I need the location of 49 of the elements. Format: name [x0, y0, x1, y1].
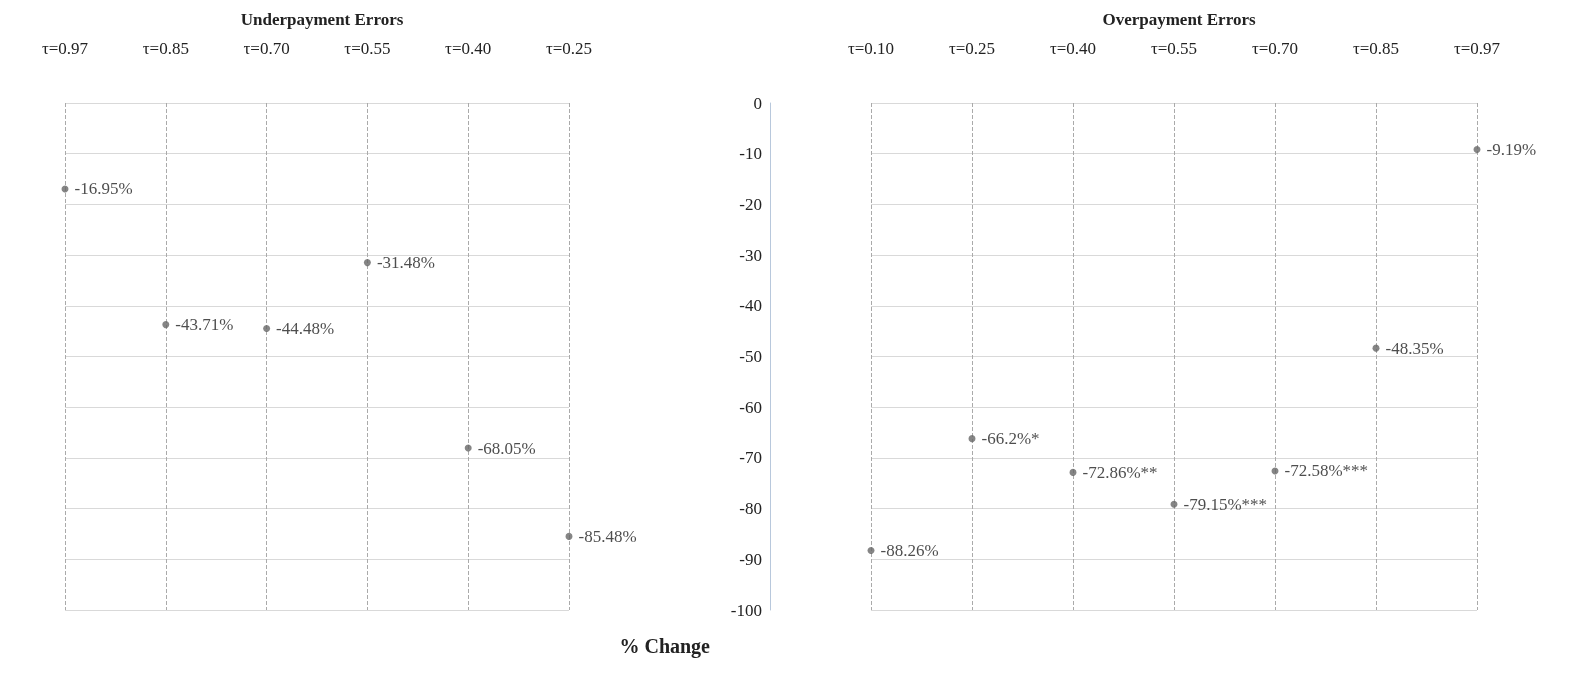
data-label: -44.48% [276, 319, 335, 339]
point [1069, 468, 1077, 476]
y-tick-label: -80 [739, 499, 762, 519]
y-tick-label: -20 [739, 194, 762, 214]
data-label: -79.15%*** [1183, 494, 1268, 514]
point [162, 321, 170, 329]
data-label: -72.58%*** [1284, 461, 1369, 481]
x-tick-label: τ=0.25 [545, 39, 593, 58]
x-tick-label: τ=0.70 [1251, 39, 1299, 58]
x-axis-title: % Change [619, 635, 711, 658]
point [565, 532, 573, 540]
x-tick-label: τ=0.85 [1352, 39, 1400, 58]
chart-title: Overpayment Errors [1102, 10, 1256, 29]
x-tick-label: τ=0.10 [847, 39, 895, 58]
y-tick-label: -100 [730, 600, 762, 620]
x-tick-label: τ=0.55 [1150, 39, 1198, 58]
point [1170, 500, 1178, 508]
data-label: -66.2%* [981, 429, 1040, 449]
y-tick-label: -60 [739, 397, 762, 417]
y-tick-label: -90 [739, 549, 762, 569]
data-label: -85.48% [578, 526, 637, 546]
point [363, 259, 371, 267]
point [867, 546, 875, 554]
point [968, 435, 976, 443]
point [263, 325, 271, 333]
data-label: -48.35% [1385, 338, 1444, 358]
data-label: -88.26% [880, 540, 939, 560]
x-tick-label: τ=0.40 [1049, 39, 1097, 58]
point [1473, 146, 1481, 154]
y-tick-label: -10 [739, 144, 762, 164]
x-tick-label: τ=0.97 [41, 39, 89, 58]
y-tick-label: -70 [739, 448, 762, 468]
y-tick-label: 0 [753, 93, 762, 113]
x-tick-label: τ=0.85 [142, 39, 189, 58]
data-label: -72.86%** [1082, 462, 1158, 482]
data-label: -43.71% [175, 315, 234, 335]
data-label: -68.05% [477, 438, 536, 458]
x-tick-label: τ=0.40 [445, 39, 492, 58]
data-label: -16.95% [74, 179, 133, 199]
x-tick-label: τ=0.25 [948, 39, 996, 58]
x-tick-label: τ=0.55 [344, 39, 391, 58]
x-tick-label: τ=0.97 [1453, 39, 1501, 58]
y-tick-label: -40 [739, 296, 762, 316]
y-tick-label: -30 [739, 245, 762, 265]
data-label: -9.19% [1486, 140, 1537, 160]
data-label: -31.48% [376, 253, 435, 273]
chart-title: Underpayment Errors [240, 10, 404, 29]
y-tick-label: -50 [739, 347, 762, 366]
x-tick-label: τ=0.70 [243, 39, 290, 58]
